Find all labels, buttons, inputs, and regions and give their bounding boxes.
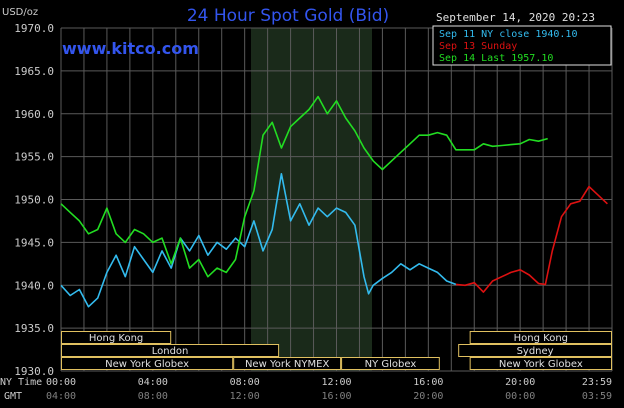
session-label: NY Globex <box>365 359 417 370</box>
session-sydney: Sydney <box>458 344 612 357</box>
session-box <box>61 331 172 344</box>
session-box <box>458 344 612 357</box>
x-axis-ticks: NY Time GMT 00:00 04:00 08:00 12:00 16:00 20:… <box>0 377 612 402</box>
y-tick-label: 1955.0 <box>14 151 54 164</box>
x-tick-label-ny: 00:00 <box>46 377 76 388</box>
session-london: London <box>61 344 280 357</box>
x-tick-label-ny: 20:00 <box>505 377 535 388</box>
series-line-0 <box>60 173 457 308</box>
y-tick-label: 1945.0 <box>14 236 54 249</box>
gmt-label: GMT <box>4 391 22 402</box>
session-label: New York NYMEX <box>245 359 330 370</box>
series-layer <box>60 95 608 308</box>
x-tick-label-ny: 04:00 <box>138 377 168 388</box>
chart-title: 24 Hour Spot Gold (Bid) <box>187 6 389 26</box>
legend-item-sep14: Sep 14 Last 1957.10 <box>439 53 553 64</box>
session-label: London <box>152 346 189 357</box>
session-hong-kong: Hong Kong <box>61 331 172 344</box>
session-box <box>233 357 342 370</box>
series-line-1 <box>455 185 608 293</box>
trading-sessions: Hong Kong Hong Kong London Sydney New York G… <box>61 331 612 370</box>
session-new-york-globex: New York Globex <box>469 357 612 370</box>
y-tick-label: 1930.0 <box>14 365 54 378</box>
unit-label: USD/oz <box>2 7 38 18</box>
timestamp: September 14, 2020 20:23 <box>436 11 595 24</box>
session-ny-globex: NY Globex <box>341 357 440 370</box>
session-label: Hong Kong <box>89 333 143 344</box>
x-tick-label-gmt: 03:59 <box>582 391 612 402</box>
x-tick-label-gmt: 00:00 <box>505 391 535 402</box>
x-tick-label-ny: 12:00 <box>321 377 351 388</box>
session-hong-kong: Hong Kong <box>469 331 612 344</box>
legend-item-sep13: Sep 13 Sunday <box>439 41 517 52</box>
ny-time-label: NY Time <box>0 377 42 388</box>
legend-item-sep11: Sep 11 NY close 1940.10 <box>439 29 577 40</box>
site-watermark: www.kitco.com <box>62 39 199 58</box>
y-axis-ticks: 1970.0 1965.0 1960.0 1955.0 1950.0 1945.0 1940… <box>14 22 54 378</box>
x-tick-label-ny: 16:00 <box>413 377 443 388</box>
session-box <box>341 357 440 370</box>
legend: Sep 11 NY close 1940.10 Sep 13 Sunday Se… <box>432 25 612 66</box>
session-label: New York Globex <box>105 359 189 370</box>
session-new-york-nymex: New York NYMEX <box>233 357 342 370</box>
session-label: Sydney <box>517 346 554 357</box>
session-label: New York Globex <box>499 359 583 370</box>
session-new-york-globex: New York Globex <box>61 357 234 370</box>
y-tick-label: 1935.0 <box>14 322 54 335</box>
legend-box <box>432 25 612 66</box>
y-tick-label: 1965.0 <box>14 65 54 78</box>
y-tick-label: 1960.0 <box>14 108 54 121</box>
session-box <box>469 331 612 344</box>
y-tick-label: 1940.0 <box>14 279 54 292</box>
x-tick-label-gmt: 16:00 <box>321 391 351 402</box>
session-label: Hong Kong <box>514 333 568 344</box>
session-box <box>61 344 280 357</box>
x-tick-label-ny: 08:00 <box>230 377 260 388</box>
x-tick-label-gmt: 04:00 <box>46 391 76 402</box>
session-box <box>469 357 612 370</box>
x-tick-label-gmt: 12:00 <box>230 391 260 402</box>
x-tick-label-gmt: 20:00 <box>413 391 443 402</box>
series-line-2 <box>60 95 548 278</box>
y-tick-label: 1970.0 <box>14 22 54 35</box>
y-tick-label: 1950.0 <box>14 194 54 207</box>
session-box <box>61 357 234 370</box>
x-tick-label-ny: 23:59 <box>582 377 612 388</box>
x-tick-label-gmt: 08:00 <box>138 391 168 402</box>
